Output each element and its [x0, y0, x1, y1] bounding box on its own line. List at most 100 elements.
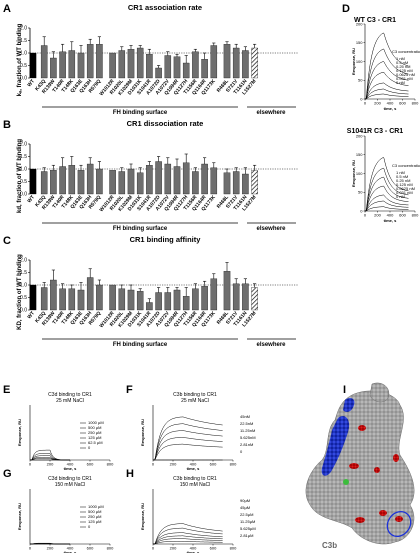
chart-e-xtick-label: 0	[29, 462, 32, 467]
chart-h-curve	[153, 527, 223, 545]
chart-e-title: C3d binding to CR1	[48, 392, 92, 398]
chart-h-curve	[153, 523, 223, 545]
chart-h-curve	[153, 532, 223, 545]
chart-f-xtick-label: 800	[230, 462, 237, 467]
chart-e-legend-entry: 1000 µM	[88, 420, 104, 425]
chart-b-bar	[146, 165, 153, 195]
chart-f-curve	[153, 423, 223, 461]
chart-e-legend-entry: 250 µM	[88, 430, 101, 435]
chart-a-bar	[127, 49, 135, 79]
chart-d-top-xtick-label: 600	[399, 101, 406, 106]
chart-d-bottom-xtick-label: 400	[387, 213, 394, 218]
chart-g-legend-entry: 500 µM	[88, 509, 101, 514]
chart-g-xtick-label: 200	[47, 546, 54, 551]
panel-label-d: D	[342, 3, 350, 15]
chart-d-bottom-legend-title: C3 concentration	[392, 163, 420, 168]
chart-h-curve	[153, 538, 223, 545]
panel-label-g: G	[3, 468, 12, 480]
chart-c-bar	[164, 292, 172, 311]
chart-d-bottom-legend-entry: 0.031 nM	[396, 190, 413, 195]
chart-e-subtitle: 25 mM NaCl	[56, 398, 84, 404]
chart-h-xtick-label: 0	[152, 546, 155, 551]
chart-a: 0.00.51.01.52.0WTK43QR139WT140RT148KQ163…	[20, 26, 298, 97]
chart-a-title: CR1 association rate	[128, 3, 202, 12]
chart-c-bar	[109, 284, 116, 311]
chart-a-ytick-label: 2.0	[20, 26, 27, 32]
chart-b: 0.00.51.01.52.0WTK43QR139WT140RT148KQ163…	[20, 142, 298, 213]
chart-d-bottom-xtick-label: 200	[374, 213, 381, 218]
chart-d-bottom-curve	[365, 157, 409, 212]
chart-g-title: C3d binding to CR1	[48, 476, 92, 482]
chart-f-xtick-label: 0	[152, 462, 155, 467]
chart-d-top-ytick-label: 150	[356, 40, 363, 45]
chart-d-bottom-ytick-label: 50	[358, 190, 363, 195]
chart-a-bar	[86, 44, 94, 79]
chart-h-legend-entry: 5.625µM	[240, 526, 256, 531]
chart-b-bar	[164, 163, 172, 195]
chart-c-group-elsewhere: elsewhere	[256, 342, 286, 348]
chart-c-bar	[29, 284, 37, 311]
chart-c-bar	[232, 283, 240, 311]
chart-a-category-label: WT	[26, 78, 36, 88]
chart-g-xtick-label: 400	[67, 546, 74, 551]
chart-h-legend-entry: 22.5µM	[240, 512, 253, 517]
chart-f-title: C3b binding to CR1	[173, 392, 217, 398]
chart-b-bar	[77, 170, 85, 195]
chart-b-group-fh: FH binding surface	[113, 226, 168, 232]
chart-d-top-legend-entry: 1 nM	[396, 56, 405, 61]
chart-d-bottom-curve	[365, 200, 409, 212]
chart-b-bar	[173, 166, 181, 195]
chart-d-bottom-ylabel: Response, RU	[351, 160, 356, 187]
chart-a-ytick-label: 0.0	[20, 76, 27, 82]
chart-f-curve	[153, 430, 223, 461]
chart-b-bar	[251, 170, 258, 195]
chart-h-xtick-label: 400	[190, 546, 197, 551]
chart-b-bar	[192, 171, 199, 195]
chart-c-bar	[50, 279, 57, 311]
chart-h-legend-entry: 90µM	[240, 498, 250, 503]
chart-b-bar	[109, 170, 116, 195]
chart-h-curve	[153, 541, 223, 545]
chart-d-top-xlabel: time, s	[384, 106, 397, 111]
chart-d-bottom-ytick-label: 0	[360, 208, 363, 213]
chart-c-bar	[77, 289, 85, 311]
chart-e-xtick-label: 200	[47, 462, 54, 467]
chart-b-title: CR1 dissociation rate	[127, 119, 204, 128]
chart-f-legend-entry: 5.625nM	[240, 435, 256, 440]
c3b-caption: C3b	[322, 541, 337, 550]
chart-c-bar	[192, 288, 199, 311]
chart-e: 0 200 400 600 800 time, s Response, RU 1000 µM5…	[17, 405, 114, 471]
chart-b-ytick-label: 0.5	[20, 179, 27, 185]
chart-b-bar	[155, 161, 162, 195]
chart-d-top-curve	[365, 82, 409, 100]
chart-a-group-fh: FH binding surface	[113, 110, 168, 116]
chart-c-bar	[210, 278, 218, 311]
chart-c-bar	[68, 288, 76, 311]
chart-c-bar	[155, 292, 162, 311]
chart-c-bar	[86, 277, 94, 311]
chart-d-top-ytick-label: 100	[356, 59, 363, 64]
chart-b-bar	[96, 168, 103, 195]
chart-h-xlabel: time, s	[187, 550, 200, 553]
chart-a-bar	[96, 44, 103, 79]
chart-c-bar	[201, 286, 208, 311]
chart-d-top-legend-title: C3 concentration	[392, 49, 420, 54]
chart-g-legend-entry: 125 µM	[88, 519, 101, 524]
chart-b-bar	[86, 163, 94, 195]
chart-f-curve	[153, 437, 223, 461]
chart-f-curve	[153, 443, 223, 461]
chart-d-bottom-legend-entry: 0.25 nM	[396, 178, 410, 183]
chart-f-xtick-label: 600	[210, 462, 217, 467]
chart-a-bar	[77, 52, 85, 79]
chart-c-bar	[182, 296, 190, 311]
chart-f-xtick-label: 200	[170, 462, 177, 467]
chart-a-bar	[242, 50, 249, 79]
chart-c-bar	[242, 283, 249, 311]
chart-d-top-legend-entry: 0.125 nM	[396, 68, 413, 73]
chart-f: 0 200 400 600 800 time, s Response, RU 45nM 22.5…	[140, 405, 256, 471]
chart-c-category-label: WT	[26, 310, 36, 320]
chart-b-ytick-label: 1.5	[20, 154, 27, 160]
chart-a-bar	[210, 45, 218, 79]
